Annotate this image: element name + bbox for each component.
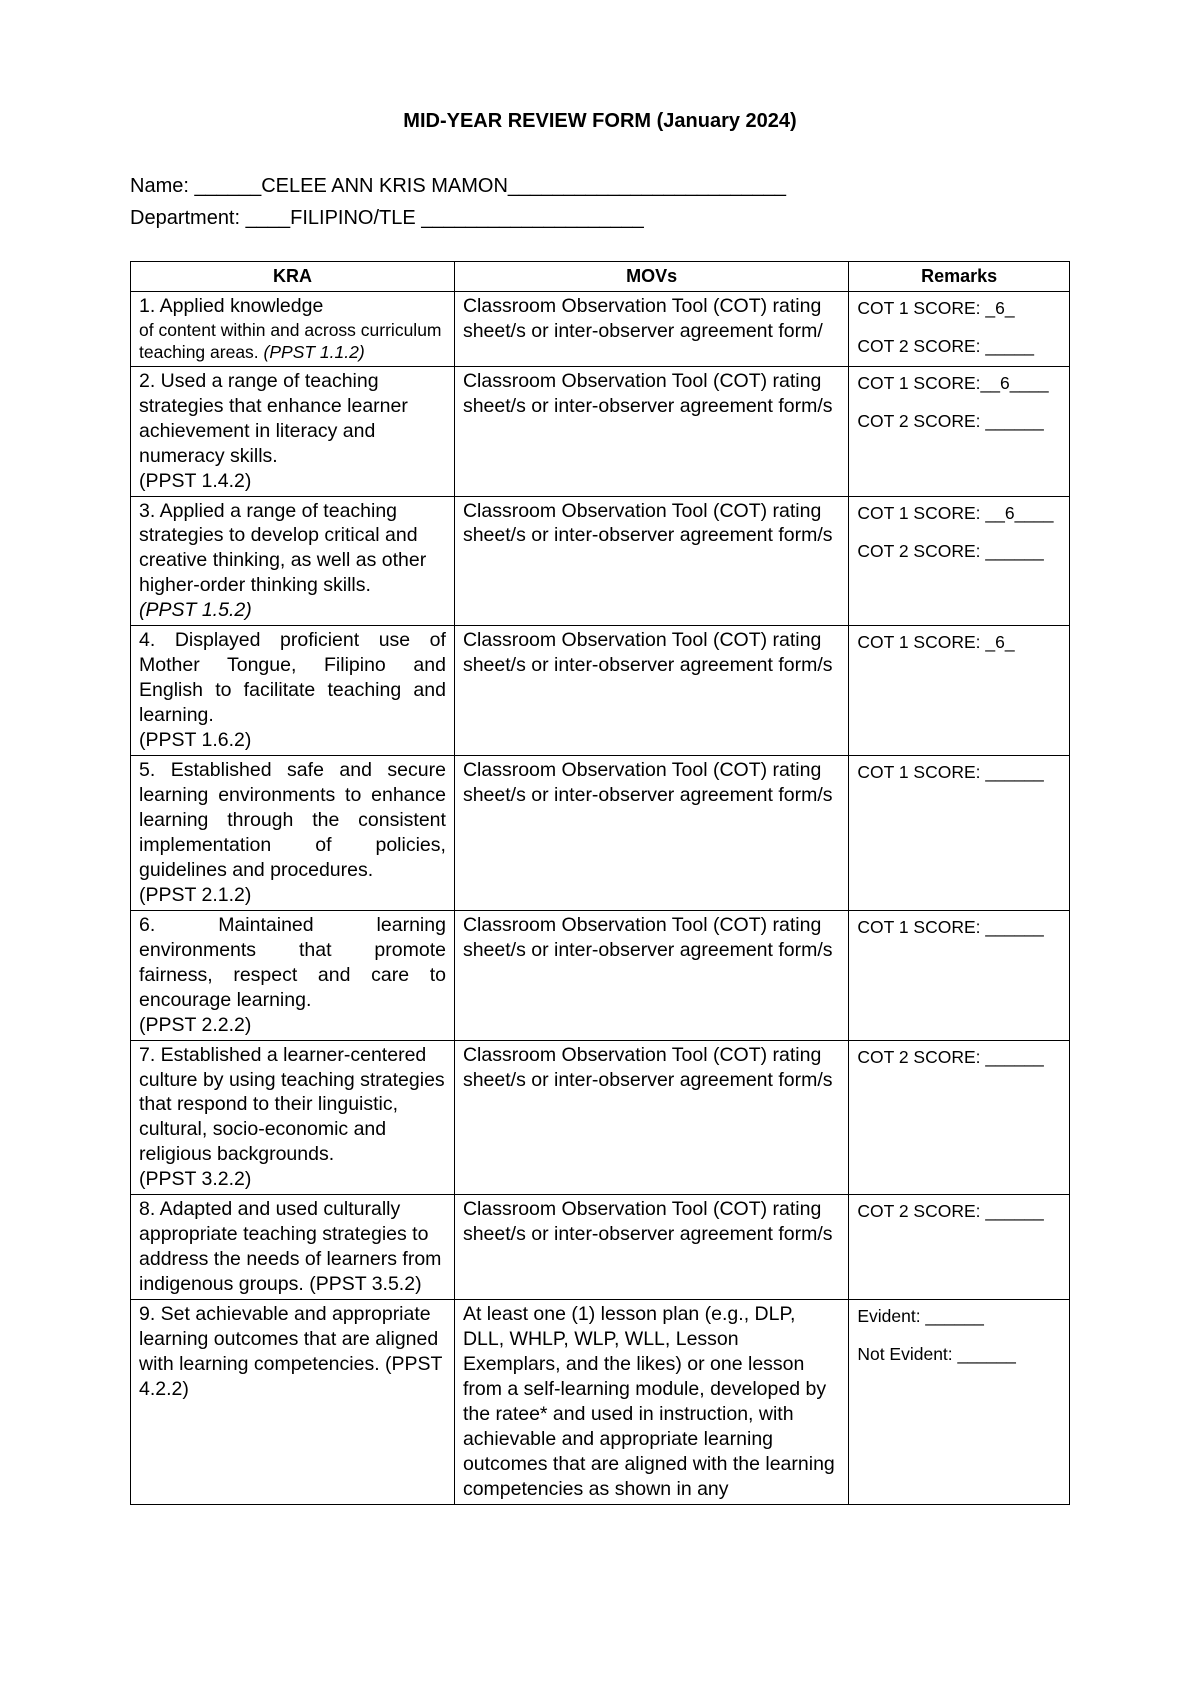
dept-label: Department: ____ (130, 207, 290, 229)
remarks-line (857, 527, 1061, 537)
kra-cell: 9. Set achievable and appropriate learni… (131, 1300, 455, 1505)
remarks-line: COT 1 SCORE: _6_ (857, 294, 1061, 322)
remarks-line: COT 2 SCORE: ______ (857, 1197, 1061, 1225)
movs-cell: Classroom Observation Tool (COT) rating … (454, 910, 848, 1040)
table-row: 6. Maintained learning environments that… (131, 910, 1070, 1040)
kra-cell: 2. Used a range of teaching strategies t… (131, 366, 455, 496)
document-page: MID-YEAR REVIEW FORM (January 2024) Name… (0, 0, 1200, 1565)
kra-cell: 4. Displayed proficient use of Mother To… (131, 626, 455, 756)
kra-cell: 7. Established a learner-centered cultur… (131, 1040, 455, 1195)
movs-cell: Classroom Observation Tool (COT) rating … (454, 496, 848, 626)
table-row: 5. Established safe and secure learning … (131, 756, 1070, 911)
remarks-line: Not Evident: ______ (857, 1340, 1061, 1368)
remarks-line: Evident: ______ (857, 1302, 1061, 1330)
ppst-code: (PPST 3.2.2) (139, 1167, 446, 1192)
kra-text: 7. Established a learner-centered cultur… (139, 1044, 445, 1166)
kra-text: 2. Used a range of teaching strategies t… (139, 370, 408, 467)
movs-cell: Classroom Observation Tool (COT) rating … (454, 1040, 848, 1195)
header-kra: KRA (131, 262, 455, 292)
remarks-cell: Evident: ______ Not Evident: ______ (849, 1300, 1070, 1505)
kra-text: 6. Maintained learning environments that… (139, 914, 446, 1011)
kra-cell: 3. Applied a range of teaching strategie… (131, 496, 455, 626)
kra-cell: 1. Applied knowledgeof content within an… (131, 292, 455, 367)
table-row: 9. Set achievable and appropriate learni… (131, 1300, 1070, 1505)
kra-text: 1. Applied knowledge (139, 295, 323, 317)
table-row: 3. Applied a range of teaching strategie… (131, 496, 1070, 626)
remarks-line: COT 1 SCORE:__6____ (857, 369, 1061, 397)
remarks-line: COT 2 SCORE: ______ (857, 537, 1061, 565)
movs-cell: Classroom Observation Tool (COT) rating … (454, 626, 848, 756)
header-movs: MOVs (454, 262, 848, 292)
ppst-code: (PPST 1.4.2) (139, 469, 446, 494)
movs-cell: Classroom Observation Tool (COT) rating … (454, 292, 848, 367)
table-row: 7. Established a learner-centered cultur… (131, 1040, 1070, 1195)
movs-cell: Classroom Observation Tool (COT) rating … (454, 756, 848, 911)
remarks-line (857, 397, 1061, 407)
remarks-cell: COT 1 SCORE: _6_ (849, 626, 1070, 756)
movs-cell: Classroom Observation Tool (COT) rating … (454, 366, 848, 496)
name-value: CELEE ANN KRIS MAMON (261, 175, 508, 197)
remarks-line: COT 2 SCORE: ______ (857, 407, 1061, 435)
table-header-row: KRA MOVs Remarks (131, 262, 1070, 292)
remarks-cell: COT 2 SCORE: ______ (849, 1195, 1070, 1300)
remarks-line (857, 1330, 1061, 1340)
remarks-line: COT 1 SCORE: __6____ (857, 499, 1061, 527)
name-trail: _________________________ (508, 175, 786, 197)
movs-cell: At least one (1) lesson plan (e.g., DLP,… (454, 1300, 848, 1505)
table-row: 2. Used a range of teaching strategies t… (131, 366, 1070, 496)
remarks-line: COT 1 SCORE: ______ (857, 913, 1061, 941)
form-title: MID-YEAR REVIEW FORM (January 2024) (130, 110, 1070, 133)
kra-cell: 8. Adapted and used culturally appropria… (131, 1195, 455, 1300)
kra-cell: 5. Established safe and secure learning … (131, 756, 455, 911)
kra-cell: 6. Maintained learning environments that… (131, 910, 455, 1040)
kra-text: 9. Set achievable and appropriate learni… (139, 1303, 442, 1400)
ppst-code: (PPST 2.1.2) (139, 883, 446, 908)
kra-text: 4. Displayed proficient use of Mother To… (139, 629, 446, 726)
table-row: 1. Applied knowledgeof content within an… (131, 292, 1070, 367)
department-line: Department: ____FILIPINO/TLE ___________… (130, 205, 1070, 231)
name-line: Name: ______CELEE ANN KRIS MAMON________… (130, 173, 1070, 199)
remarks-line (857, 322, 1061, 332)
table-row: 8. Adapted and used culturally appropria… (131, 1195, 1070, 1300)
header-remarks: Remarks (849, 262, 1070, 292)
movs-cell: Classroom Observation Tool (COT) rating … (454, 1195, 848, 1300)
kra-text: 5. Established safe and secure learning … (139, 759, 446, 881)
remarks-cell: COT 1 SCORE: ______ (849, 910, 1070, 1040)
ppst-code: (PPST 1.5.2) (139, 598, 446, 623)
remarks-cell: COT 1 SCORE: ______ (849, 756, 1070, 911)
remarks-line: COT 2 SCORE: _____ (857, 332, 1061, 360)
remarks-cell: COT 1 SCORE: _6_ COT 2 SCORE: _____ (849, 292, 1070, 367)
remarks-line: COT 1 SCORE: ______ (857, 758, 1061, 786)
kra-text: 8. Adapted and used culturally appropria… (139, 1198, 441, 1295)
review-table: KRA MOVs Remarks 1. Applied knowledgeof … (130, 261, 1070, 1505)
remarks-line: COT 1 SCORE: _6_ (857, 628, 1061, 656)
dept-value: FILIPINO/TLE (290, 207, 421, 229)
remarks-cell: COT 1 SCORE: __6____ COT 2 SCORE: ______ (849, 496, 1070, 626)
remarks-line: COT 2 SCORE: ______ (857, 1043, 1061, 1071)
remarks-cell: COT 2 SCORE: ______ (849, 1040, 1070, 1195)
dept-trail: ____________________ (421, 207, 643, 229)
table-row: 4. Displayed proficient use of Mother To… (131, 626, 1070, 756)
name-label: Name: ______ (130, 175, 261, 197)
kra-text: 3. Applied a range of teaching strategie… (139, 500, 426, 597)
ppst-code: (PPST 1.6.2) (139, 728, 446, 753)
remarks-cell: COT 1 SCORE:__6____ COT 2 SCORE: ______ (849, 366, 1070, 496)
table-body: 1. Applied knowledgeof content within an… (131, 292, 1070, 1505)
ppst-code: (PPST 2.2.2) (139, 1013, 446, 1038)
